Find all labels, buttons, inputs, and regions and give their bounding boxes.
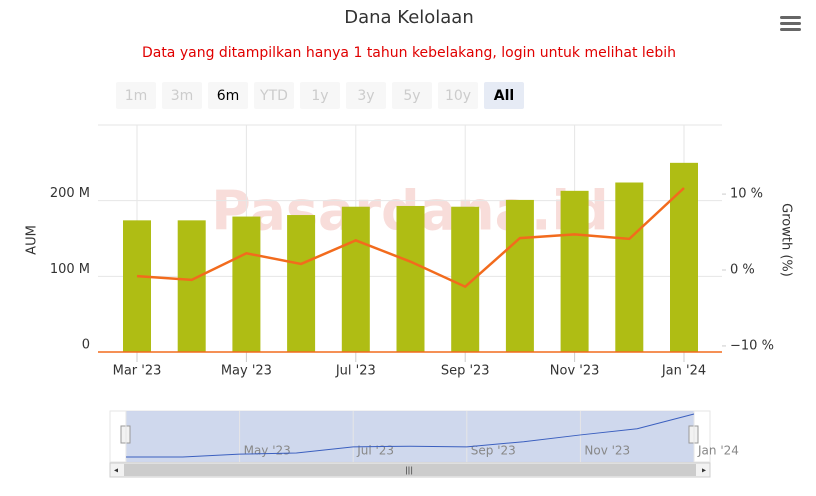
bar xyxy=(615,182,644,352)
menu-bar[interactable] xyxy=(780,16,801,19)
x-tick-label: Nov '23 xyxy=(550,364,600,379)
menu-icon[interactable] xyxy=(780,16,801,31)
x-tick-label: May '23 xyxy=(221,364,272,379)
range-button-label: 3y xyxy=(357,88,374,104)
navigator-line xyxy=(126,413,695,458)
x-tick-label: Mar '23 xyxy=(113,364,162,379)
navigator-label: May '23 xyxy=(244,444,291,458)
bar xyxy=(287,215,316,352)
scrollbar-grip[interactable]: ||| xyxy=(405,466,413,475)
y-tick-label: 200 M xyxy=(50,186,90,201)
y2-tick-label: 0 % xyxy=(730,263,755,278)
range-button xyxy=(438,82,478,109)
bar xyxy=(341,206,370,352)
x-tick-label: Sep '23 xyxy=(441,364,490,379)
x-tick-label: Jan '24 xyxy=(661,364,706,379)
range-button xyxy=(346,82,386,109)
bar xyxy=(177,220,206,352)
menu-bar[interactable] xyxy=(780,28,801,31)
x-tick-label: Jul '23 xyxy=(335,364,376,379)
bar xyxy=(396,205,425,352)
range-button xyxy=(392,82,432,109)
range-button-label[interactable]: 6m xyxy=(217,88,240,104)
navigator-label: Jul '23 xyxy=(356,444,394,458)
scrollbar-arrow[interactable]: ◂ xyxy=(114,466,118,475)
scrollbar-thumb[interactable] xyxy=(124,464,696,476)
bar xyxy=(670,162,698,352)
range-button xyxy=(116,82,156,109)
range-button-label: 1y xyxy=(311,88,328,104)
line xyxy=(136,187,685,289)
bar xyxy=(232,216,261,352)
navigator-label: Jan '24 xyxy=(697,444,739,458)
y2-tick-label: 10 % xyxy=(730,187,763,202)
range-button[interactable] xyxy=(208,82,248,109)
bar xyxy=(123,220,151,352)
range-button[interactable] xyxy=(484,82,524,109)
bar xyxy=(505,199,534,352)
range-button-label: YTD xyxy=(259,88,288,104)
navigator-label: Nov '23 xyxy=(584,444,630,458)
range-button xyxy=(162,82,202,109)
navigator-window[interactable] xyxy=(126,411,694,462)
range-button-label: 3m xyxy=(171,88,194,104)
navigator-label: Sep '23 xyxy=(471,444,516,458)
chart-subtitle: Data yang ditampilkan hanya 1 tahun kebe… xyxy=(142,45,676,61)
range-button-label: 5y xyxy=(403,88,420,104)
range-button xyxy=(254,82,294,109)
y-tick-label: 0 xyxy=(82,338,90,353)
y2-tick-label: −10 % xyxy=(730,338,774,353)
chart-title: Dana Kelolaan xyxy=(344,7,474,28)
range-button-label: 10y xyxy=(445,88,471,104)
y2-axis-title: Growth (%) xyxy=(779,203,794,277)
range-button-label[interactable]: All xyxy=(494,88,514,104)
y-axis-title: AUM xyxy=(25,225,40,255)
range-button-label: 1m xyxy=(125,88,148,104)
scrollbar-arrow[interactable]: ▸ xyxy=(702,466,706,475)
y-tick-label: 100 M xyxy=(50,262,90,277)
range-button xyxy=(300,82,340,109)
menu-bar[interactable] xyxy=(780,22,801,25)
bar xyxy=(560,190,589,352)
